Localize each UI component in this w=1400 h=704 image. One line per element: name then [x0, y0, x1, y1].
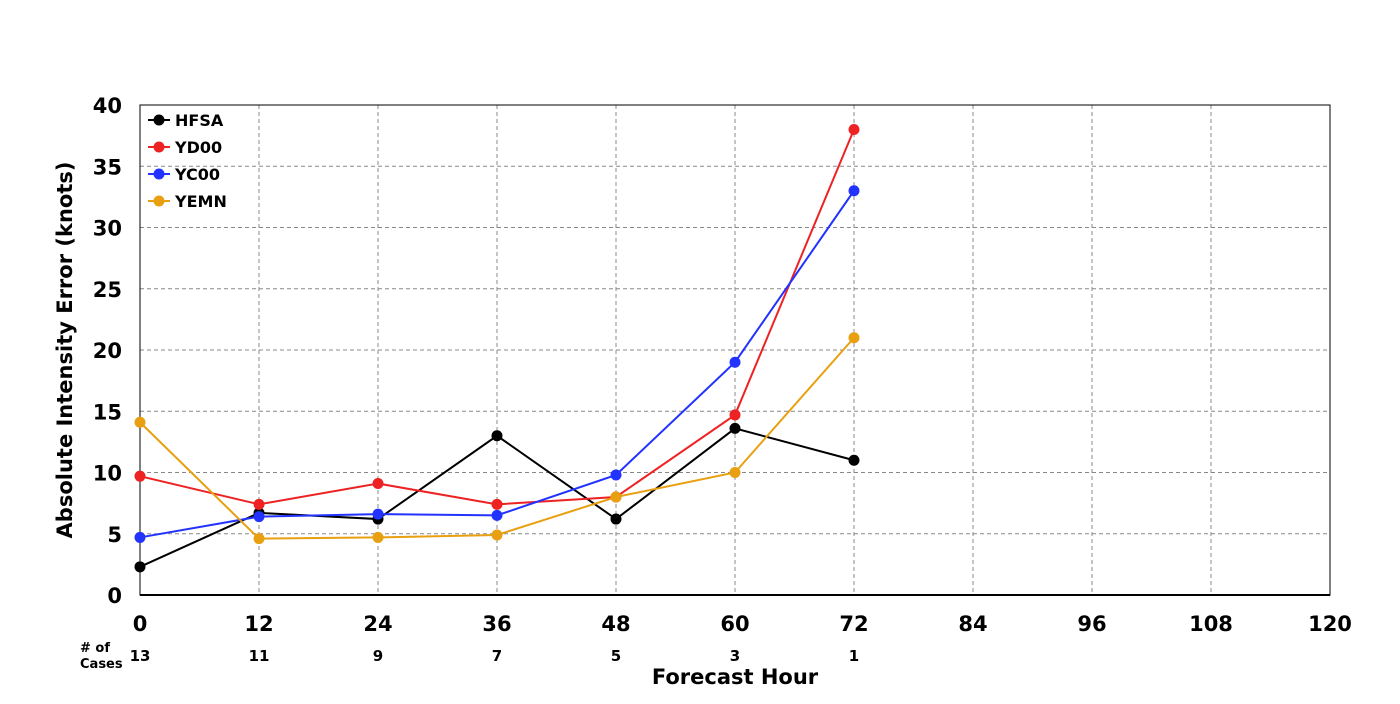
series-yemn	[134, 332, 860, 545]
series-yc00	[134, 185, 860, 543]
series	[134, 124, 860, 573]
x-tick-label: 84	[958, 612, 987, 636]
x-tick-label: 60	[720, 612, 749, 636]
x-tick-label: 72	[839, 612, 868, 636]
data-point-yemn	[134, 416, 146, 428]
legend-swatch-marker	[153, 141, 165, 153]
cases-count: 9	[373, 647, 383, 665]
y-tick-label: 10	[93, 462, 122, 486]
y-tick-label: 40	[93, 94, 122, 118]
legend-label: HFSA	[175, 111, 224, 130]
legend-item-hfsa: HFSA	[148, 111, 224, 130]
data-point-yc00	[491, 509, 503, 521]
grid	[140, 105, 1330, 595]
y-tick-label: 0	[107, 584, 122, 608]
data-point-yemn	[372, 531, 384, 543]
legend-swatch-marker	[153, 114, 165, 126]
y-tick-label: 20	[93, 339, 122, 363]
data-point-yd00	[729, 409, 741, 421]
legend-label: YEMN	[174, 192, 227, 211]
data-point-yd00	[372, 478, 384, 490]
legend-swatch-marker	[153, 168, 165, 180]
y-tick-label: 30	[93, 217, 122, 241]
cases-count: 3	[730, 647, 740, 665]
cases-count: 5	[611, 647, 621, 665]
data-point-yd00	[491, 498, 503, 510]
legend-label: YC00	[174, 165, 220, 184]
cases-count: 1	[849, 647, 859, 665]
y-tick-label: 5	[107, 523, 122, 547]
data-point-yc00	[372, 508, 384, 520]
x-tick-label: 12	[244, 612, 273, 636]
y-axis-title: Absolute Intensity Error (knots)	[53, 162, 77, 539]
data-point-yemn	[253, 533, 265, 545]
legend: HFSA YD00 YC00 YEMN	[148, 111, 227, 211]
y-tick-label: 35	[93, 155, 122, 179]
data-point-yemn	[610, 491, 622, 503]
data-point-yemn	[491, 529, 503, 541]
data-point-yc00	[253, 511, 265, 523]
cases-count: 13	[130, 647, 151, 665]
data-point-hfsa	[134, 561, 146, 573]
data-point-yd00	[134, 470, 146, 482]
data-point-yc00	[848, 185, 860, 197]
data-point-yc00	[729, 356, 741, 368]
data-point-yd00	[253, 498, 265, 510]
data-point-yd00	[848, 124, 860, 135]
x-tick-label: 120	[1308, 612, 1352, 636]
legend-swatch-marker	[153, 195, 165, 207]
data-point-hfsa	[848, 454, 860, 466]
legend-item-yc00: YC00	[148, 165, 220, 184]
legend-label: YD00	[174, 138, 222, 157]
x-tick-label: 108	[1189, 612, 1233, 636]
legend-item-yd00: YD00	[148, 138, 222, 157]
y-tick-label: 15	[93, 400, 122, 424]
data-point-yemn	[848, 332, 860, 344]
data-point-hfsa	[610, 513, 622, 525]
y-tick-label: 25	[93, 278, 122, 302]
x-axis-title: Forecast Hour	[652, 665, 819, 689]
data-point-yc00	[134, 531, 146, 543]
data-point-hfsa	[729, 422, 741, 434]
x-tick-labels: 0 12 24 36 48 60 72 84 96 108 120	[133, 612, 1352, 636]
data-point-yc00	[610, 469, 622, 481]
x-tick-label: 36	[482, 612, 511, 636]
data-point-hfsa	[491, 430, 503, 442]
x-tick-label: 24	[363, 612, 392, 636]
cases-count: 11	[249, 647, 270, 665]
y-tick-labels: 0 5 10 15 20 25 30 35 40	[93, 94, 122, 608]
cases-row: # of Cases 13 11 9 7 5 3 1	[80, 641, 859, 672]
cases-count: 7	[492, 647, 502, 665]
x-tick-label: 48	[601, 612, 630, 636]
x-tick-label: 96	[1077, 612, 1106, 636]
x-tick-label: 0	[133, 612, 148, 636]
data-point-yemn	[729, 467, 741, 478]
legend-item-yemn: YEMN	[148, 192, 227, 211]
cases-label: # of Cases	[80, 641, 123, 672]
